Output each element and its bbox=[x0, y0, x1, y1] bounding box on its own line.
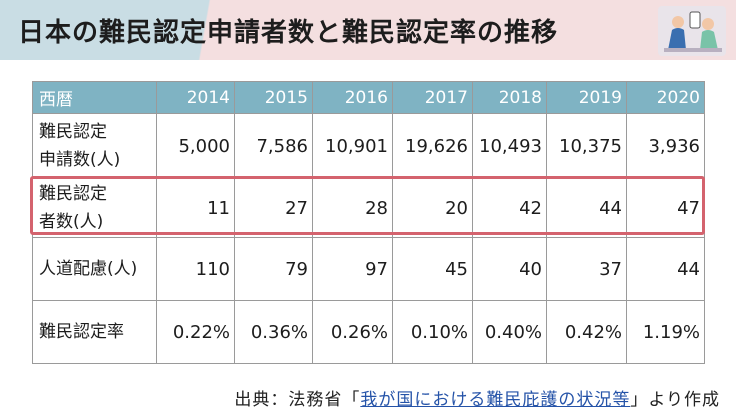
table-cell: 20 bbox=[392, 178, 473, 238]
row-recognized: 難民認定 者数(人) 11 27 28 20 42 44 47 bbox=[32, 178, 705, 238]
table-cell: 0.42% bbox=[546, 300, 627, 364]
title-band bbox=[0, 0, 736, 60]
table-cell: 3,936 bbox=[626, 113, 705, 179]
page-title: 日本の難民認定申請者数と難民認定率の推移 bbox=[18, 18, 559, 48]
refugee-statistics-table: 西暦 2014 2015 2016 2017 2018 2019 2020 難民… bbox=[32, 81, 705, 364]
table-cell: 44 bbox=[626, 237, 705, 301]
table-cell: 0.22% bbox=[156, 300, 235, 364]
table-cell: 5,000 bbox=[156, 113, 235, 179]
header-year: 2020 bbox=[626, 81, 705, 114]
row-applications: 難民認定 申請数(人) 5,000 7,586 10,901 19,626 10… bbox=[32, 113, 705, 179]
header-year: 2019 bbox=[546, 81, 627, 114]
source-citation: 出典：法務省「我が国における難民庇護の状況等」より作成 bbox=[234, 385, 720, 410]
header-year: 2017 bbox=[392, 81, 473, 114]
row-recognition-rate: 難民認定率 0.22% 0.36% 0.26% 0.10% 0.40% 0.42… bbox=[32, 300, 705, 364]
table-cell: 37 bbox=[546, 237, 627, 301]
row-label-line: 難民認定 bbox=[39, 184, 107, 204]
table-cell: 45 bbox=[392, 237, 473, 301]
source-suffix: 」より作成 bbox=[630, 390, 720, 410]
table-cell: 28 bbox=[312, 178, 393, 238]
row-label-line: 申請数(人) bbox=[39, 150, 121, 170]
table-cell: 110 bbox=[156, 237, 235, 301]
row-label-line: 難民認定率 bbox=[39, 322, 124, 342]
source-prefix: 出典：法務省「 bbox=[234, 390, 361, 410]
row-label-line: 難民認定 bbox=[39, 122, 107, 142]
table-cell: 10,375 bbox=[546, 113, 627, 179]
header-year-label: 西暦 bbox=[32, 81, 157, 114]
row-label-line: 者数(人) bbox=[39, 212, 104, 232]
table-cell: 7,586 bbox=[234, 113, 313, 179]
table-header-row: 西暦 2014 2015 2016 2017 2018 2019 2020 bbox=[32, 81, 705, 114]
table-cell: 0.36% bbox=[234, 300, 313, 364]
table-cell: 97 bbox=[312, 237, 393, 301]
table-cell: 40 bbox=[472, 237, 547, 301]
table-cell: 79 bbox=[234, 237, 313, 301]
table-cell: 10,493 bbox=[472, 113, 547, 179]
row-label: 難民認定 申請数(人) bbox=[32, 113, 157, 179]
table-cell: 1.19% bbox=[626, 300, 705, 364]
table-cell: 10,901 bbox=[312, 113, 393, 179]
header-year: 2018 bbox=[472, 81, 547, 114]
row-label: 人道配慮(人) bbox=[32, 237, 157, 301]
header-year: 2016 bbox=[312, 81, 393, 114]
table-cell: 42 bbox=[472, 178, 547, 238]
title-bar: 日本の難民認定申請者数と難民認定率の推移 bbox=[0, 0, 736, 60]
row-label: 難民認定率 bbox=[32, 300, 157, 364]
row-humanitarian: 人道配慮(人) 110 79 97 45 40 37 44 bbox=[32, 237, 705, 301]
row-label-line: 人道配慮(人) bbox=[39, 259, 138, 279]
table-cell: 44 bbox=[546, 178, 627, 238]
header-year: 2014 bbox=[156, 81, 235, 114]
table-cell: 19,626 bbox=[392, 113, 473, 179]
table-cell: 11 bbox=[156, 178, 235, 238]
people-illustration bbox=[658, 6, 726, 56]
table-cell: 0.26% bbox=[312, 300, 393, 364]
header-year: 2015 bbox=[234, 81, 313, 114]
table-cell: 47 bbox=[626, 178, 705, 238]
source-link[interactable]: 我が国における難民庇護の状況等 bbox=[360, 390, 631, 410]
table-cell: 27 bbox=[234, 178, 313, 238]
table-cell: 0.40% bbox=[472, 300, 547, 364]
row-label: 難民認定 者数(人) bbox=[32, 178, 157, 238]
table-cell: 0.10% bbox=[392, 300, 473, 364]
